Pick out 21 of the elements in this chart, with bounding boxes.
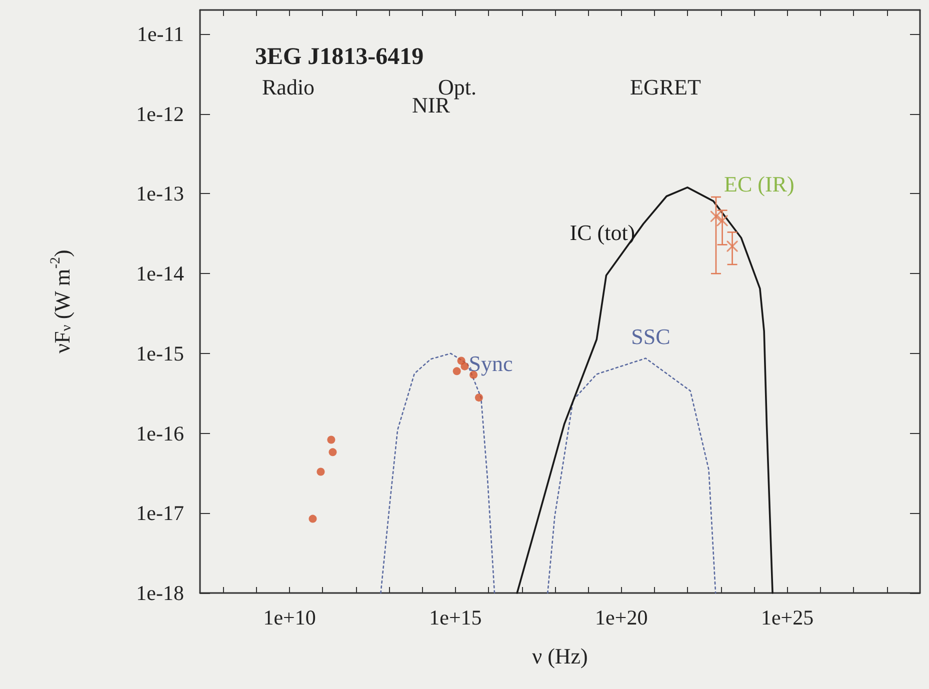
- series-label: Sync: [468, 350, 513, 376]
- x-tick-label: 1e+25: [760, 606, 814, 630]
- annotation: EC (IR): [724, 172, 794, 196]
- y-tick-label: 1e-17: [136, 501, 184, 526]
- x-tick-label: 1e+10: [263, 606, 316, 630]
- x-axis-title: ν (Hz): [532, 644, 588, 668]
- text: 3EG J1813-6419: [255, 44, 424, 70]
- annotation: EGRET: [630, 74, 702, 100]
- y-tick-label: 1e-11: [136, 22, 184, 46]
- x-tick-label: 1e+20: [595, 606, 648, 630]
- annotation: Radio: [262, 74, 315, 100]
- series-label: SSC: [631, 324, 670, 349]
- y-tick-label: 1e-18: [136, 581, 184, 605]
- y-tick-label: 1e-12: [136, 102, 184, 126]
- y-tick-label: 1e-16: [136, 421, 184, 446]
- annotation: Opt.: [438, 74, 476, 100]
- y-axis-title: νFν (W m-2): [48, 250, 74, 354]
- y-tick-label: 1e-15: [136, 341, 184, 366]
- x-tick-label: 1e+15: [429, 606, 482, 630]
- y-tick-label: 1e-13: [136, 182, 184, 206]
- y-tick-label: 1e-14: [136, 262, 184, 286]
